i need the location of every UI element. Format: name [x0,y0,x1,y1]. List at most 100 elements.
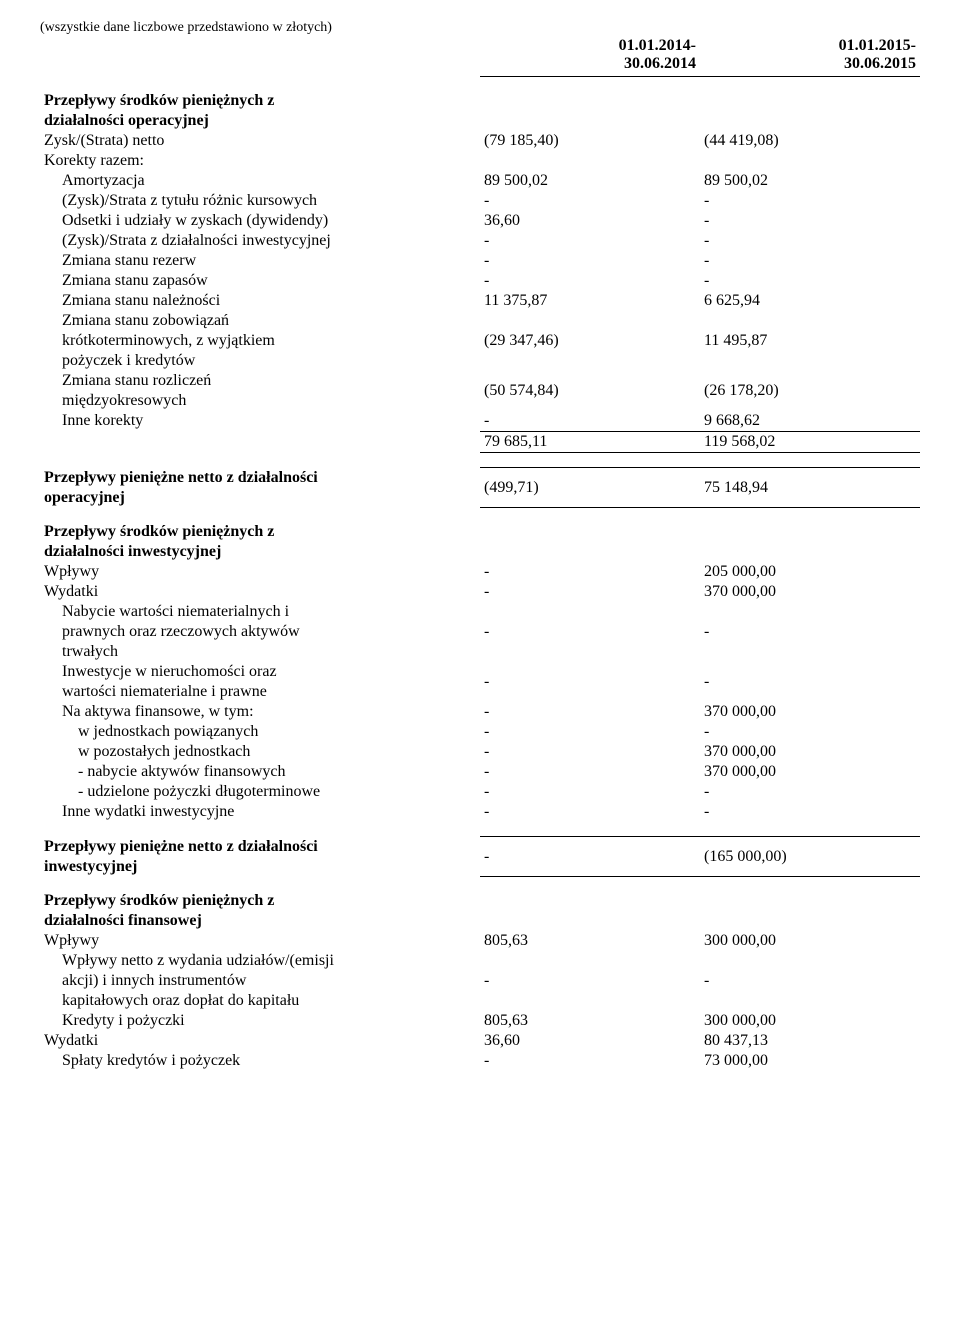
row-label: Kredyty i pożyczki [40,1011,480,1031]
table-row: w pozostałych jednostkach-370 000,00 [40,742,920,762]
cell: 11 495,87 [700,331,920,351]
row-label: trwałych [40,642,480,662]
row-label: - udzielone pożyczki długoterminowe [40,782,480,802]
hdr-c2b: 30.06.2015 [844,55,916,72]
row-label: Zmiana stanu zapasów [40,271,480,291]
cell: - [480,1051,700,1071]
table-row: krótkoterminowych, z wyjątkiem(29 347,46… [40,331,920,351]
table-row: - nabycie aktywów finansowych-370 000,00 [40,762,920,782]
cashflow-table: 01.01.2014-30.06.2014 01.01.2015-30.06.2… [40,36,920,1071]
row-label: Wpływy [40,562,480,582]
row-label: Zmiana stanu zobowiązań [40,311,480,331]
table-row: Nabycie wartości niematerialnych i [40,602,920,622]
row-label: Korekty razem: [40,151,480,171]
cell: - [480,271,700,291]
cell: 205 000,00 [700,562,920,582]
cell: (44 419,08) [700,131,920,151]
s3-title2: działalności finansowej [40,911,480,931]
cell: 805,63 [480,1011,700,1031]
table-row: Inne korekty-9 668,62 [40,411,920,432]
cell: 370 000,00 [700,742,920,762]
cell: 370 000,00 [700,582,920,602]
s3-title1: Przepływy środków pieniężnych z [40,891,480,911]
row-label: Spłaty kredytów i pożyczek [40,1051,480,1071]
cell: 300 000,00 [700,931,920,951]
hdr-c1b: 30.06.2014 [624,55,696,72]
table-row: Amortyzacja89 500,0289 500,02 [40,171,920,191]
cell: - [480,411,700,432]
row-label: kapitałowych oraz dopłat do kapitału [40,991,480,1011]
row-label: w pozostałych jednostkach [40,742,480,762]
row-label: krótkoterminowych, z wyjątkiem [40,331,480,351]
cell: - [480,191,700,211]
table-row: trwałych [40,642,920,662]
row-label: Wpływy netto z wydania udziałów/(emisji [40,951,480,971]
cell: - [480,722,700,742]
table-row: Wydatki36,6080 437,13 [40,1031,920,1051]
s2-net-row: Przepływy pieniężne netto z działalności… [40,837,920,857]
table-row: 79 685,11119 568,02 [40,432,920,453]
cell: - [700,231,920,251]
table-row: Kredyty i pożyczki805,63300 000,00 [40,1011,920,1031]
cell: 370 000,00 [700,762,920,782]
row-label: Odsetki i udziały w zyskach (dywidendy) [40,211,480,231]
row-label: Nabycie wartości niematerialnych i [40,602,480,622]
cell: (26 178,20) [700,371,920,411]
table-row: Spłaty kredytów i pożyczek-73 000,00 [40,1051,920,1071]
table-row: Zmiana stanu zobowiązań [40,311,920,331]
row-label: Amortyzacja [40,171,480,191]
cell: - [700,782,920,802]
table-row: Inne wydatki inwestycyjne-- [40,802,920,822]
table-row: (Zysk)/Strata z tytułu różnic kursowych-… [40,191,920,211]
hdr-c1a: 01.01.2014- [619,37,696,54]
row-label: Zmiana stanu należności [40,291,480,311]
table-row: Zmiana stanu rezerw-- [40,251,920,271]
row-label: Na aktywa finansowe, w tym: [40,702,480,722]
cell: - [480,622,700,642]
cell: 36,60 [480,211,700,231]
row-label: Wpływy [40,931,480,951]
cell: - [480,231,700,251]
cell: 73 000,00 [700,1051,920,1071]
s1-title2: działalności operacyjnej [40,111,480,131]
cell: - [480,702,700,722]
table-row: Odsetki i udziały w zyskach (dywidendy)3… [40,211,920,231]
cell: - [480,742,700,762]
row-label: wartości niematerialne i prawne [40,682,480,702]
cell: - [700,971,920,991]
row-label: Przepływy pieniężne netto z działalności [40,837,480,857]
cell: 119 568,02 [700,432,920,453]
row-label: Inne wydatki inwestycyjne [40,802,480,822]
cell: - [480,971,700,991]
cell: 80 437,13 [700,1031,920,1051]
s1-net-row: Przepływy pieniężne netto z działalności… [40,468,920,488]
row-label: Zmiana stanu rozliczeń [40,371,480,391]
table-row: w jednostkach powiązanych-- [40,722,920,742]
cell: 9 668,62 [700,411,920,432]
cell: - [700,211,920,231]
table-row: Wpływy805,63300 000,00 [40,931,920,951]
table-row: Wpływy-205 000,00 [40,562,920,582]
cell: - [480,802,700,822]
row-label: akcji) i innych instrumentów [40,971,480,991]
cell: (29 347,46) [480,331,700,351]
cell: - [700,802,920,822]
cell: - [480,582,700,602]
s2-title2: działalności inwestycyjnej [40,542,480,562]
cell: 89 500,02 [700,171,920,191]
row-label: - nabycie aktywów finansowych [40,762,480,782]
s1-title1: Przepływy środków pieniężnych z [40,91,480,111]
row-label: (Zysk)/Strata z tytułu różnic kursowych [40,191,480,211]
row-label: operacyjnej [40,488,480,508]
cell: - [700,622,920,642]
cell: (165 000,00) [700,837,920,877]
row-label: Inwestycje w nieruchomości oraz [40,662,480,682]
table-row: (Zysk)/Strata z działalności inwestycyjn… [40,231,920,251]
table-row: Korekty razem: [40,151,920,171]
cell: 75 148,94 [700,468,920,508]
cell: 300 000,00 [700,1011,920,1031]
cell: (499,71) [480,468,700,508]
table-row: prawnych oraz rzeczowych aktywów-- [40,622,920,642]
table-row: Wpływy netto z wydania udziałów/(emisji [40,951,920,971]
hdr-c2a: 01.01.2015- [839,37,916,54]
